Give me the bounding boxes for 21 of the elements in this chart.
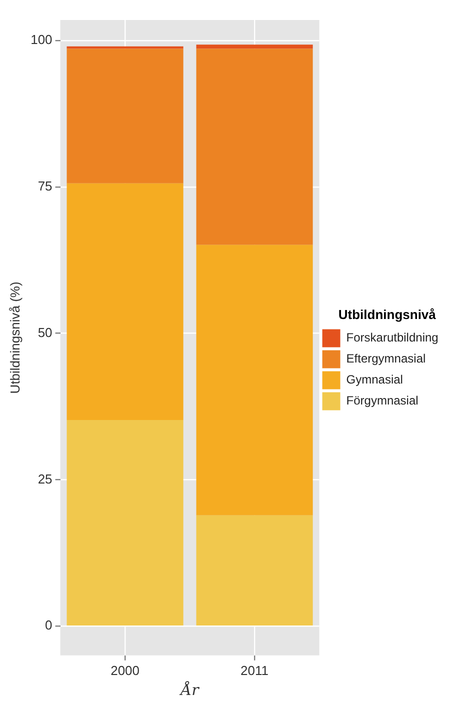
- bar: [66, 420, 184, 626]
- bar: [196, 244, 313, 516]
- bar: [196, 44, 313, 49]
- legend-label: Förgymnasial: [346, 394, 425, 408]
- legend-label: Forskarutbildning: [346, 330, 446, 345]
- y-tick-label: 75: [38, 178, 52, 194]
- y-tick-label: 50: [38, 324, 52, 340]
- legend-label: Eftergymnasial: [346, 352, 432, 366]
- bar: [196, 515, 313, 626]
- y-tick-label: 100: [30, 32, 52, 48]
- legend-label: Gymnasial: [346, 372, 410, 387]
- bar: [196, 48, 313, 245]
- x-axis-title: År: [178, 680, 200, 699]
- y-tick-label: 25: [38, 471, 52, 486]
- y-axis-title: Utbildningsnivå (%): [7, 282, 22, 394]
- y-tick-label: 0: [45, 618, 52, 633]
- x-tick-label: 2000: [110, 662, 140, 678]
- legend-title: Utbildningsnivå: [338, 306, 437, 322]
- x-tick-label: 2011: [240, 662, 269, 678]
- bar: [66, 48, 184, 184]
- bar: [66, 183, 184, 420]
